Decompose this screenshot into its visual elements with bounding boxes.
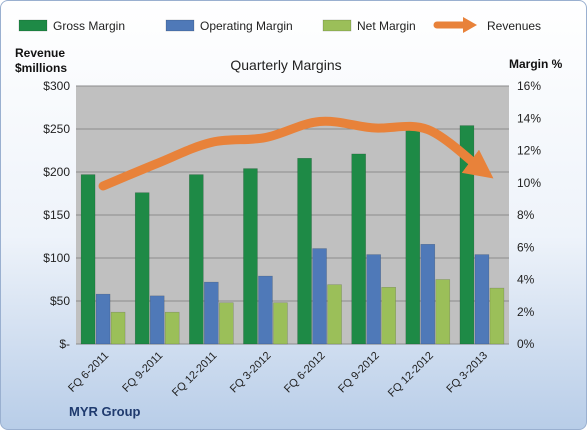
x-tick-label: FQ 12-2012 [386,350,436,400]
operating-margin-bar [312,248,327,345]
gross-margin-bar [134,192,150,345]
chart-title: Quarterly Margins [230,57,341,73]
gross-margin-bar [189,174,204,345]
left-tick-label: $100 [43,251,70,265]
gross-margin-bar [80,174,96,345]
legend-label-net-margin: Net Margin [357,19,416,33]
revenues-line [98,116,494,191]
x-tick-label: FQ 3-2013 [444,350,490,396]
left-axis-title-line2: $millions [15,61,67,75]
net-margin-bar [110,311,126,345]
right-axis-title: Margin % [509,57,563,71]
gross-margin-bar [243,168,258,345]
operating-margin-bar [95,293,111,345]
legend-swatch-gross-margin [18,19,48,32]
net-margin-bar [381,286,396,345]
gross-margin-bar [459,125,475,345]
net-margin-bar [435,279,451,345]
left-axis-title-line1: Revenue [15,46,65,60]
x-tick-label: FQ 12-2011 [170,350,219,399]
gross-margin-bar [297,157,312,345]
left-axis-title: Revenue $millions [15,46,67,75]
right-tick-label: 16% [517,79,541,93]
operating-margin-bar [420,243,436,345]
operating-margin-bar [258,275,273,345]
left-tick-label: $50 [50,294,70,308]
net-margin-bar [219,302,234,345]
left-tick-label: $250 [43,122,70,136]
x-tick-label: FQ 6-2011 [66,350,111,395]
operating-margin-bar [366,254,381,345]
left-tick-label: $200 [43,165,70,179]
right-tick-label: 12% [517,144,541,158]
net-margin-bar [164,311,180,345]
operating-margin-bar [204,281,219,345]
x-tick-label: FQ 9-2012 [336,350,382,396]
right-tick-label: 6% [517,240,535,254]
legend-swatch-operating-margin [165,19,195,32]
x-tick-label: FQ 9-2011 [120,350,165,395]
left-tick-label: $150 [43,208,70,222]
left-tick-label: $- [59,337,70,351]
operating-margin-bar [149,295,165,345]
legend-label-gross-margin: Gross Margin [53,19,125,33]
left-tick-label: $300 [43,79,70,93]
right-tick-label: 10% [517,176,541,190]
legend-arrow-revenues [463,17,477,33]
right-tick-label: 2% [517,305,535,319]
x-tick-label: FQ 3-2012 [228,350,274,396]
net-margin-bar [489,287,505,345]
legend-label-revenues: Revenues [487,19,541,33]
footer-label: MYR Group [69,404,141,419]
legend-swatch-net-margin [322,19,352,32]
net-margin-bar [327,284,342,345]
gross-margin-bar [405,129,421,345]
gross-margin-bar [351,153,366,345]
operating-margin-bar [474,254,490,345]
right-tick-label: 8% [517,208,535,222]
net-margin-bar [273,302,288,345]
right-tick-label: 4% [517,273,535,287]
right-tick-label: 14% [517,111,541,125]
x-tick-label: FQ 6-2012 [282,350,328,396]
right-tick-label: 0% [517,337,535,351]
legend-label-operating-margin: Operating Margin [200,19,293,33]
